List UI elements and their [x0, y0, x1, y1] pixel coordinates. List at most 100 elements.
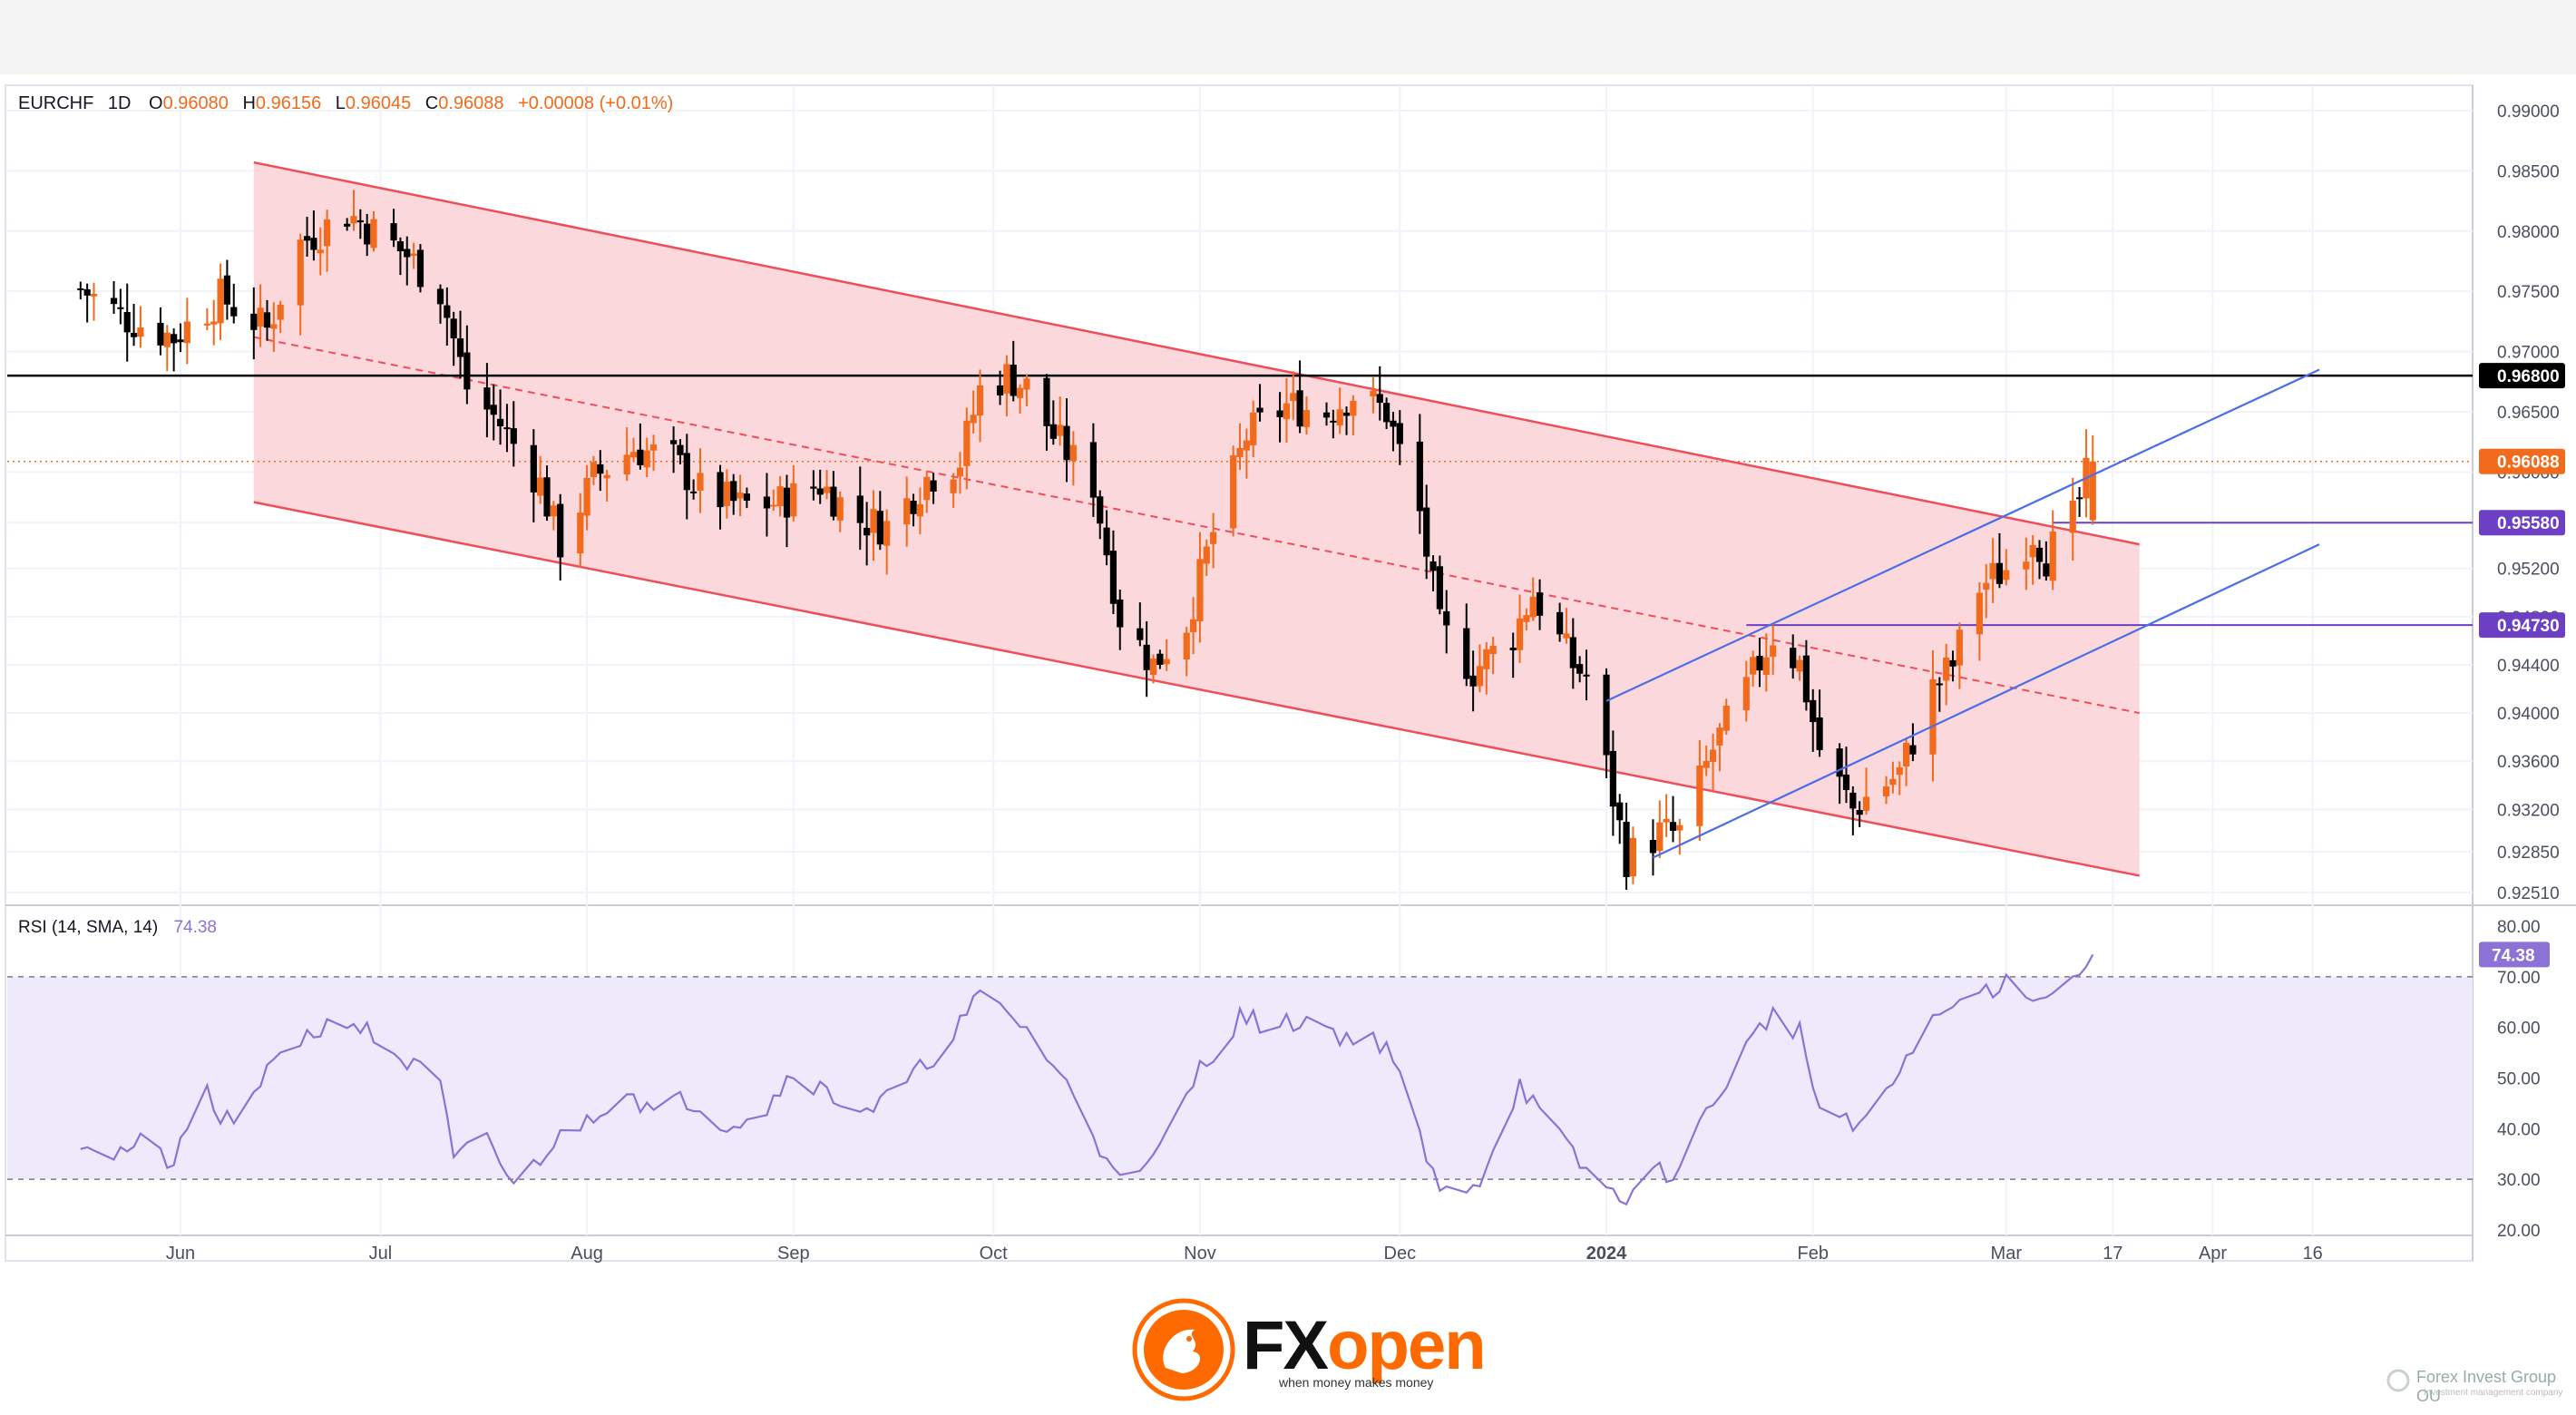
candle-body[interactable]: [1716, 727, 1723, 746]
candle-body[interactable]: [956, 467, 964, 477]
candle-body[interactable]: [976, 385, 984, 416]
candle-body[interactable]: [1303, 410, 1311, 427]
candle-body[interactable]: [590, 462, 598, 478]
candle-body[interactable]: [1516, 618, 1524, 650]
candle-body[interactable]: [1043, 377, 1050, 426]
candle-body[interactable]: [836, 497, 844, 521]
candle-body[interactable]: [649, 444, 658, 451]
descending-channel-upper[interactable]: [253, 161, 2140, 546]
candle-body[interactable]: [577, 512, 584, 554]
candle-body[interactable]: [230, 307, 238, 317]
candle-body[interactable]: [1849, 792, 1857, 809]
candle-body[interactable]: [643, 450, 650, 468]
candle-body[interactable]: [1576, 664, 1584, 674]
candle-body[interactable]: [864, 527, 871, 536]
candle-body[interactable]: [623, 454, 630, 475]
candle-body[interactable]: [583, 477, 590, 516]
candle-body[interactable]: [317, 249, 324, 254]
candle-body[interactable]: [350, 216, 357, 224]
candle-body[interactable]: [1742, 677, 1750, 711]
candle-body[interactable]: [876, 511, 883, 545]
candle-body[interactable]: [83, 288, 91, 296]
candle-body[interactable]: [1483, 649, 1490, 669]
candle-body[interactable]: [1003, 364, 1010, 394]
candle-body[interactable]: [490, 405, 497, 415]
candle-body[interactable]: [503, 427, 511, 430]
candle-body[interactable]: [770, 504, 777, 507]
candle-body[interactable]: [963, 420, 971, 466]
candle-body[interactable]: [463, 352, 471, 390]
candle-body[interactable]: [277, 304, 284, 320]
candle-body[interactable]: [970, 415, 977, 424]
candle-body[interactable]: [90, 293, 98, 297]
candle-body[interactable]: [903, 498, 911, 525]
candle-body[interactable]: [1256, 407, 1264, 413]
candle-body[interactable]: [2049, 532, 2056, 581]
candle-body[interactable]: [137, 327, 144, 337]
candle-body[interactable]: [830, 486, 837, 517]
candle-body[interactable]: [510, 428, 517, 444]
candle-body[interactable]: [856, 495, 864, 523]
candle-body[interactable]: [1929, 678, 1937, 755]
candle-body[interactable]: [1536, 592, 1544, 616]
candle-body[interactable]: [1523, 615, 1530, 622]
candle-body[interactable]: [629, 452, 638, 458]
candle-body[interactable]: [1762, 657, 1770, 675]
ascending-channel-lower[interactable]: [1652, 543, 2320, 859]
candle-body[interactable]: [1322, 412, 1331, 418]
candle-body[interactable]: [923, 476, 931, 501]
candle-body[interactable]: [683, 453, 690, 491]
candle-body[interactable]: [1669, 822, 1677, 831]
fxopen-logo[interactable]: FXopen: [1243, 1306, 1487, 1385]
candle-body[interactable]: [1862, 796, 1870, 811]
candle-body[interactable]: [1489, 646, 1497, 655]
candle-body[interactable]: [916, 503, 923, 517]
candle-body[interactable]: [2069, 500, 2076, 533]
candle-body[interactable]: [1203, 546, 1210, 564]
candle-body[interactable]: [950, 479, 957, 493]
candle-body[interactable]: [1709, 749, 1717, 762]
candle-body[interactable]: [1156, 653, 1164, 665]
candle-body[interactable]: [324, 219, 331, 247]
rsi-badge[interactable]: [2479, 942, 2550, 968]
candle-body[interactable]: [1103, 527, 1110, 556]
descending-channel-mid[interactable]: [253, 336, 2140, 715]
candle-body[interactable]: [1149, 658, 1157, 676]
candle-body[interactable]: [870, 509, 877, 533]
candle-body[interactable]: [1436, 566, 1443, 610]
candle-body[interactable]: [1563, 633, 1570, 639]
candle-body[interactable]: [1089, 442, 1097, 498]
candle-body[interactable]: [177, 339, 184, 343]
candle-body[interactable]: [1943, 658, 1950, 681]
candle-body[interactable]: [1896, 767, 1903, 776]
candle-body[interactable]: [763, 496, 771, 509]
candle-body[interactable]: [410, 253, 417, 257]
candle-body[interactable]: [543, 477, 551, 517]
candle-body[interactable]: [1476, 666, 1484, 687]
candle-body[interactable]: [210, 321, 218, 325]
candle-body[interactable]: [1556, 611, 1564, 635]
candle-body[interactable]: [1656, 822, 1664, 851]
candle-body[interactable]: [123, 312, 131, 333]
candle-body[interactable]: [1703, 761, 1710, 768]
candle-body[interactable]: [669, 440, 678, 444]
candle-body[interactable]: [1023, 378, 1030, 390]
candle-body[interactable]: [203, 323, 210, 326]
candle-body[interactable]: [1663, 818, 1670, 823]
candle-body[interactable]: [2035, 547, 2044, 562]
candle-body[interactable]: [310, 238, 317, 250]
candle-body[interactable]: [910, 501, 917, 514]
candle-body[interactable]: [1057, 424, 1064, 436]
candle-body[interactable]: [370, 219, 377, 249]
ascending-channel-upper[interactable]: [1605, 368, 2320, 702]
candle-body[interactable]: [1330, 420, 1337, 423]
candle-body[interactable]: [344, 223, 351, 227]
candle-body[interactable]: [823, 486, 831, 493]
candle-body[interactable]: [1049, 424, 1057, 439]
candle-body[interactable]: [1276, 410, 1283, 417]
candle-body[interactable]: [110, 298, 118, 305]
candle-body[interactable]: [2029, 544, 2036, 558]
candle-body[interactable]: [390, 223, 397, 241]
candle-body[interactable]: [550, 505, 557, 517]
candle-body[interactable]: [717, 472, 724, 508]
